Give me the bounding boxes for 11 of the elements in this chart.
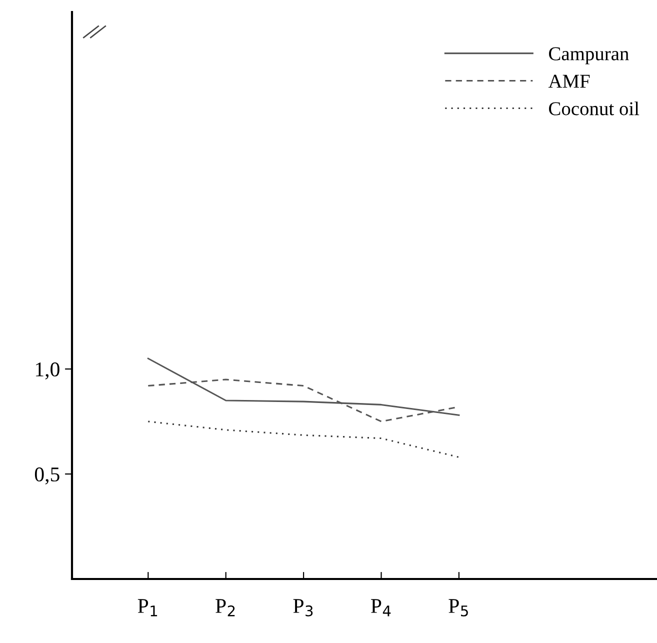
x-tick-label: P$_{1}$ bbox=[138, 599, 158, 616]
x-tick-label: P$_{5}$ bbox=[448, 599, 468, 616]
y-tick-label: 0,5 bbox=[34, 467, 60, 484]
x-tick-label: P$_{2}$ bbox=[216, 599, 235, 616]
x-tick-label: P$_{4}$ bbox=[371, 599, 391, 616]
x-tick-label: P$_{3}$ bbox=[293, 599, 313, 616]
y-tick-label: 1,0 bbox=[36, 362, 60, 380]
legend-label: AMF bbox=[548, 74, 590, 88]
legend-label: Campuran bbox=[549, 47, 629, 64]
legend-label: Coconut oil bbox=[549, 102, 640, 116]
line-series bbox=[147, 420, 460, 458]
